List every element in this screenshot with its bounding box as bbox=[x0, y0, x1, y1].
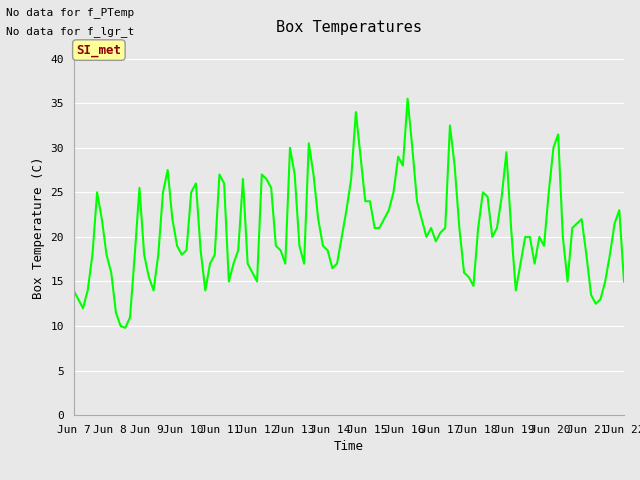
Text: No data for f_lgr_t: No data for f_lgr_t bbox=[6, 26, 134, 37]
X-axis label: Time: Time bbox=[334, 441, 364, 454]
Text: No data for f_PTemp: No data for f_PTemp bbox=[6, 7, 134, 18]
Text: SI_met: SI_met bbox=[76, 44, 122, 57]
Title: Box Temperatures: Box Temperatures bbox=[276, 21, 422, 36]
Y-axis label: Box Temperature (C): Box Temperature (C) bbox=[32, 157, 45, 299]
